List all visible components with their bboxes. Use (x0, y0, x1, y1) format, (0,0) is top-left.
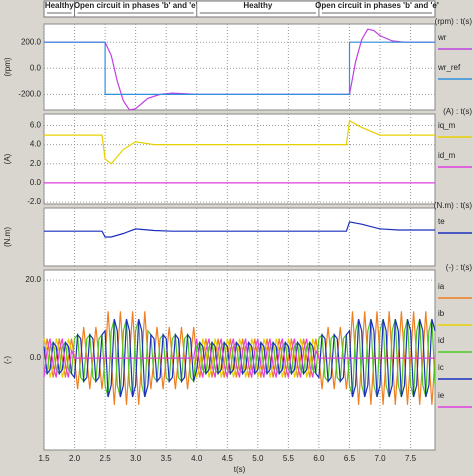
header-label: Open circuit in phases 'b' and 'e' (315, 1, 439, 10)
legend-label: ia (438, 282, 445, 291)
x-tick-label: 5.5 (283, 454, 295, 463)
header-label: Healthy (243, 1, 272, 10)
legend-label: ib (438, 309, 445, 318)
y-tick-label: -200.0 (18, 89, 41, 98)
legend-label: ic (438, 363, 444, 372)
header-label: Healthy (45, 1, 74, 10)
y-tick-label: 0.0 (30, 178, 42, 187)
unit-label: (-) : t(s) (446, 263, 473, 272)
x-tick-label: 6.0 (313, 454, 325, 463)
x-tick-label: 7.0 (374, 454, 386, 463)
x-tick-label: 7.5 (405, 454, 417, 463)
legend-label: ie (438, 391, 445, 400)
y-tick-label: 2.0 (30, 159, 42, 168)
plot-area (43, 23, 436, 111)
series-line (44, 119, 435, 165)
x-tick-label: 2.0 (69, 454, 81, 463)
y-tick-label: 4.0 (30, 140, 42, 149)
y-axis-label: (rpm) (3, 57, 12, 76)
legend-label: iq_m (438, 121, 456, 130)
series-line (43, 311, 436, 405)
series-line (44, 221, 435, 238)
legend-label: id (438, 336, 444, 345)
legend-label: te (438, 217, 445, 226)
y-tick-label: -2.0 (27, 197, 41, 206)
y-tick-label: 20.0 (25, 275, 41, 284)
y-tick-label: 0.0 (30, 63, 42, 72)
header-label: Open circuit in phases 'b' and 'e' (74, 1, 198, 10)
plot-area (43, 113, 436, 205)
plot-area (43, 207, 436, 267)
y-tick-label: 0.0 (30, 353, 42, 362)
series-line (43, 338, 435, 378)
x-tick-label: 2.5 (100, 454, 112, 463)
x-tick-label: 1.5 (38, 454, 50, 463)
x-tick-label: 3.0 (130, 454, 142, 463)
x-tick-label: 3.5 (161, 454, 173, 463)
unit-label: (rpm) : t(s) (435, 17, 473, 26)
x-tick-label: 4.5 (222, 454, 234, 463)
unit-label: (A) : t(s) (443, 107, 472, 116)
y-axis-label: (A) (3, 153, 12, 164)
x-tick-label: 5.0 (252, 454, 264, 463)
y-axis-label: (-) (3, 356, 12, 364)
series-line (43, 318, 436, 398)
series-line (44, 41, 435, 95)
series-line (44, 28, 435, 111)
y-axis-label: (N.m) (3, 227, 12, 247)
legend-label: wr (437, 33, 447, 42)
legend-label: id_m (438, 151, 456, 160)
y-tick-label: 200.0 (21, 37, 42, 46)
y-tick-label: 6.0 (30, 121, 42, 130)
x-tick-label: 6.5 (344, 454, 356, 463)
unit-label: (N.m) : t(s) (434, 201, 473, 210)
legend-label: wr_ref (437, 63, 461, 72)
x-tick-label: 4.0 (191, 454, 203, 463)
series-line (43, 318, 436, 398)
x-axis-label: t(s) (234, 465, 246, 474)
